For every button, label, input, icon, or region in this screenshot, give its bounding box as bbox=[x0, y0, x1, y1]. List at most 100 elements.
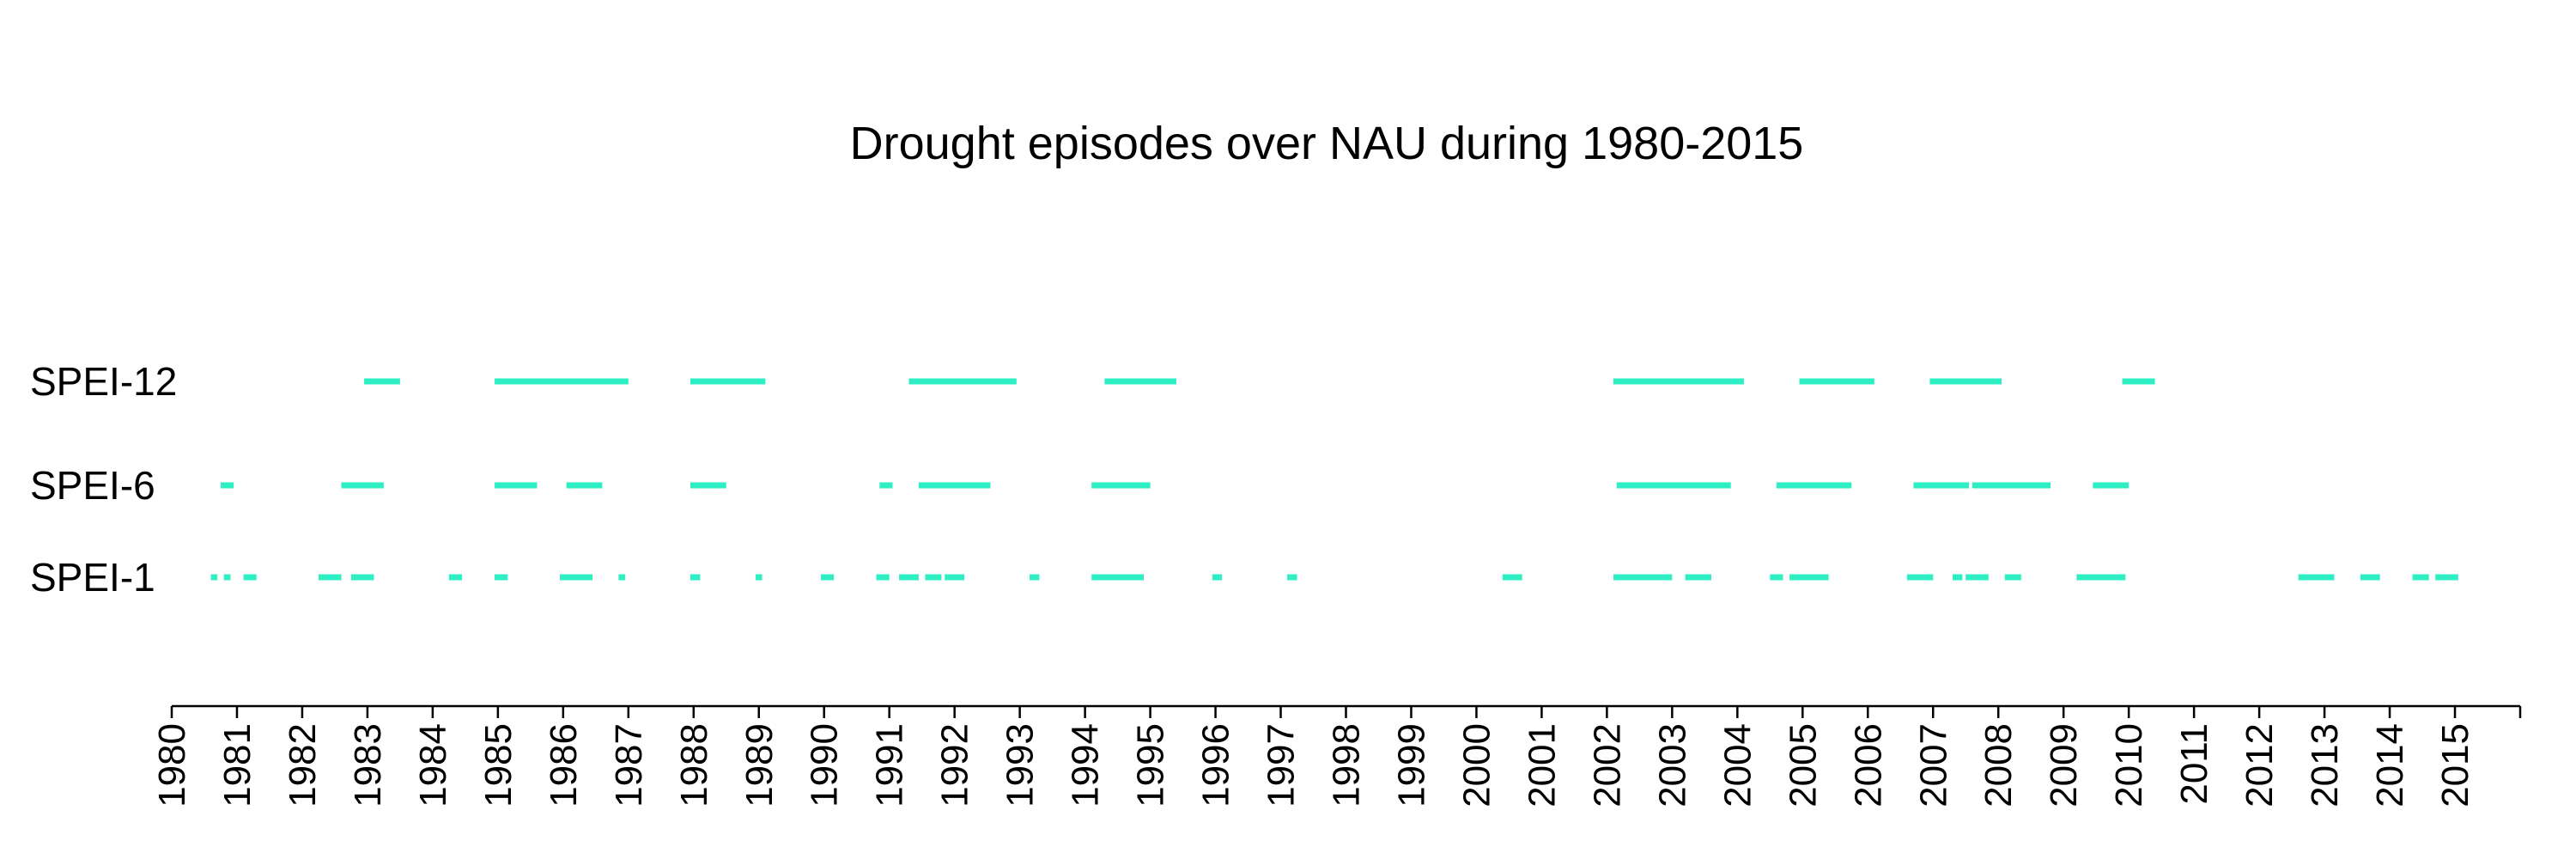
episode-bar bbox=[690, 378, 766, 385]
x-tick-label: 1990 bbox=[804, 723, 846, 807]
x-tick-label: 2013 bbox=[2304, 723, 2346, 807]
episode-bar bbox=[1770, 574, 1783, 581]
episode-bar bbox=[1799, 378, 1874, 385]
episode-bar bbox=[876, 574, 890, 581]
episode-bar bbox=[2298, 574, 2335, 581]
episode-bar bbox=[1613, 574, 1673, 581]
episode-bar bbox=[1104, 378, 1176, 385]
x-tick-label: 1991 bbox=[869, 723, 911, 807]
episode-bar bbox=[755, 574, 762, 581]
episode-bar bbox=[1965, 574, 1989, 581]
x-tick-label: 2003 bbox=[1651, 723, 1693, 807]
x-tick-label: 1998 bbox=[1326, 723, 1368, 807]
episode-bar bbox=[2122, 378, 2155, 385]
episode-bar bbox=[879, 482, 893, 489]
episode-bar bbox=[560, 574, 593, 581]
episode-bar bbox=[1906, 574, 1934, 581]
x-tick-label: 1994 bbox=[1065, 723, 1107, 807]
x-tick-label: 1982 bbox=[282, 723, 324, 807]
episode-bar bbox=[566, 482, 603, 489]
episode-bar bbox=[364, 378, 400, 385]
episode-bar bbox=[1212, 574, 1223, 581]
x-tick-label: 1997 bbox=[1261, 723, 1303, 807]
x-tick-label: 1985 bbox=[477, 723, 519, 807]
episode-bar bbox=[1685, 574, 1711, 581]
x-tick-label: 1984 bbox=[412, 723, 454, 807]
episode-bar bbox=[1953, 574, 1963, 581]
x-tick-label: 1996 bbox=[1195, 723, 1237, 807]
x-tick-label: 2010 bbox=[2108, 723, 2150, 807]
episode-bar bbox=[210, 574, 218, 581]
episode-bar bbox=[925, 574, 942, 581]
episode-bar bbox=[448, 574, 463, 581]
episode-bar bbox=[1091, 574, 1144, 581]
episode-bar bbox=[350, 574, 374, 581]
episode-bar bbox=[341, 482, 384, 489]
episode-bar bbox=[1971, 482, 2050, 489]
row-spei-6: SPEI-6 bbox=[30, 463, 2129, 508]
x-tick-label: 1989 bbox=[738, 723, 781, 807]
episode-bar bbox=[1502, 574, 1522, 581]
episode-bar bbox=[2435, 574, 2458, 581]
x-tick-label: 1988 bbox=[673, 723, 715, 807]
episode-bar bbox=[1287, 574, 1297, 581]
x-tick-label: 1980 bbox=[151, 723, 193, 807]
episode-bar bbox=[1913, 482, 1970, 489]
episode-bar bbox=[495, 482, 538, 489]
episode-bar bbox=[1030, 574, 1040, 581]
row-label: SPEI-12 bbox=[30, 359, 177, 404]
x-tick-label: 2002 bbox=[1586, 723, 1628, 807]
x-tick-label: 2000 bbox=[1455, 723, 1498, 807]
episode-bar bbox=[1091, 482, 1151, 489]
x-tick-label: 1999 bbox=[1390, 723, 1432, 807]
episode-bar bbox=[1613, 378, 1744, 385]
x-tick-label: 1987 bbox=[608, 723, 650, 807]
row-spei-1: SPEI-1 bbox=[30, 555, 2458, 600]
x-axis: 1980 1981 1982 1983 1984 1985 1986 1987 1988 1989… bbox=[151, 704, 2522, 807]
episode-bar bbox=[2076, 574, 2126, 581]
x-tick-label: 2001 bbox=[1521, 723, 1563, 807]
episode-bar bbox=[2360, 574, 2380, 581]
x-tick-label: 1992 bbox=[934, 723, 976, 807]
episode-bar bbox=[2093, 482, 2129, 489]
episode-bar bbox=[908, 378, 1017, 385]
episode-bar bbox=[1929, 378, 2002, 385]
episode-bar bbox=[690, 574, 701, 581]
episode-bar bbox=[220, 482, 234, 489]
row-spei-12: SPEI-12 bbox=[30, 359, 2155, 404]
episode-bar bbox=[223, 574, 231, 581]
x-tick-label: 2005 bbox=[1782, 723, 1824, 807]
episode-bar bbox=[318, 574, 342, 581]
episode-bar bbox=[820, 574, 835, 581]
x-tick-label: 2008 bbox=[1978, 723, 2020, 807]
episode-rows: SPEI-12 SPEI-6 SPEI-1 bbox=[30, 359, 2458, 600]
episode-bar bbox=[899, 574, 919, 581]
x-tick-label: 2015 bbox=[2434, 723, 2476, 807]
x-tick-label: 2009 bbox=[2043, 723, 2085, 807]
x-tick-label: 1995 bbox=[1130, 723, 1172, 807]
episode-bar bbox=[1789, 574, 1829, 581]
x-tick-label: 2014 bbox=[2369, 723, 2411, 807]
x-tick-label: 1983 bbox=[347, 723, 389, 807]
episode-bar bbox=[1776, 482, 1852, 489]
x-tick-label: 2004 bbox=[1716, 723, 1759, 807]
x-tick-label: 1993 bbox=[999, 723, 1042, 807]
row-label: SPEI-1 bbox=[30, 555, 155, 600]
episode-bar bbox=[618, 574, 626, 581]
x-tick-label: 2011 bbox=[2173, 723, 2215, 805]
chart-title: Drought episodes over NAU during 1980-20… bbox=[850, 118, 1804, 169]
episode-bar bbox=[1616, 482, 1731, 489]
x-tick-label: 2007 bbox=[1912, 723, 1954, 807]
episode-bar bbox=[2004, 574, 2021, 581]
episode-bar bbox=[945, 574, 965, 581]
episode-bar bbox=[918, 482, 991, 489]
x-tick-label: 2006 bbox=[1847, 723, 1889, 807]
episode-bar bbox=[495, 574, 508, 581]
x-tick-label: 1981 bbox=[216, 723, 258, 807]
episode-bar bbox=[690, 482, 726, 489]
episode-bar bbox=[2412, 574, 2429, 581]
row-label: SPEI-6 bbox=[30, 463, 155, 508]
episode-bar bbox=[243, 574, 257, 581]
episode-bar bbox=[495, 378, 629, 385]
